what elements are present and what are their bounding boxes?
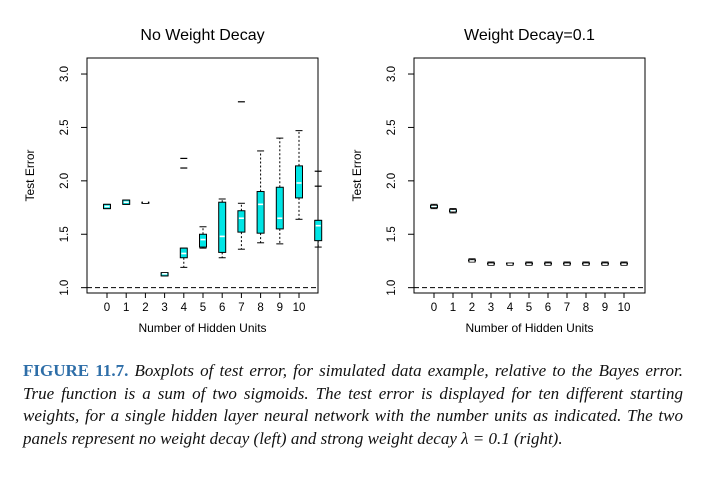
panel2-title: Weight Decay=0.1 [464, 27, 595, 44]
panel1-box [314, 219, 323, 242]
panel1-ytick-label: 2.0 [59, 173, 71, 189]
panel1-xtick-label: 6 [219, 302, 225, 314]
panel2-ytick-label: 1.5 [386, 226, 398, 242]
caption-text: Boxplots of test error, for simulated da… [23, 361, 683, 448]
panel1-xtick-label: 5 [200, 302, 206, 314]
panel2-plot-frame [413, 57, 646, 294]
panel1-box [256, 191, 265, 234]
panel2-xtick-label: 9 [602, 302, 608, 314]
panel2-y-axis-label: Test Error [350, 149, 364, 201]
panel1-box [199, 233, 207, 248]
panel2-x-axis-label: Number of Hidden Units [465, 321, 593, 335]
panel1-ytick-label: 1.5 [59, 226, 71, 242]
panel2-xtick-label: 10 [618, 302, 631, 314]
panel1-xtick-label: 7 [238, 302, 244, 314]
panel1-xtick-label: 1 [123, 302, 129, 314]
panel2-xtick-label: 2 [469, 302, 475, 314]
panel2-xtick-label: 7 [564, 302, 570, 314]
panel1-xtick-label: 0 [104, 302, 110, 314]
panel2-ytick-label: 2.5 [386, 119, 398, 135]
figure-label: FIGURE 11.7. [23, 361, 129, 380]
panel2-ytick-label: 2.0 [386, 173, 398, 189]
panel1-box [275, 186, 284, 230]
panel1-box [237, 210, 246, 233]
panel1-box [218, 201, 227, 253]
panel1-ytick-label: 1.0 [59, 280, 71, 296]
panel1-xtick-label: 4 [181, 302, 188, 314]
panel2-xtick-label: 3 [488, 302, 494, 314]
panel1-xtick-label: 8 [257, 302, 263, 314]
panel1-box [295, 165, 303, 199]
panel2-xtick-label: 8 [583, 302, 589, 314]
panel1-xtick-label: 2 [142, 302, 148, 314]
figure-charts: No Weight Decay 1.0 1.5 2.0 2.5 3.0 Test Error… [23, 27, 646, 335]
panel2-ytick-label: 3.0 [386, 66, 398, 82]
panel2-xtick-label: 0 [431, 302, 437, 314]
panel2-xtick-label: 5 [526, 302, 532, 314]
panel1-ytick-label: 3.0 [59, 66, 71, 82]
panel1-title: No Weight Decay [140, 27, 264, 44]
figure-caption: FIGURE 11.7. Boxplots of test error, for… [23, 360, 683, 450]
panel1-xtick-label: 9 [277, 302, 283, 314]
panel1-xtick-label: 3 [161, 302, 167, 314]
panel1-plot-frame [86, 57, 319, 294]
panel1-ytick-label: 2.5 [59, 119, 71, 135]
panel1-xtick-label: 10 [293, 302, 306, 314]
panel2-xtick-label: 1 [450, 302, 456, 314]
panel2-ytick-label: 1.0 [386, 280, 398, 296]
panel1-y-axis-label: Test Error [23, 149, 37, 201]
panel2-xtick-label: 6 [545, 302, 551, 314]
panel1-x-axis-label: Number of Hidden Units [138, 321, 266, 335]
panel2-xtick-label: 4 [507, 302, 514, 314]
